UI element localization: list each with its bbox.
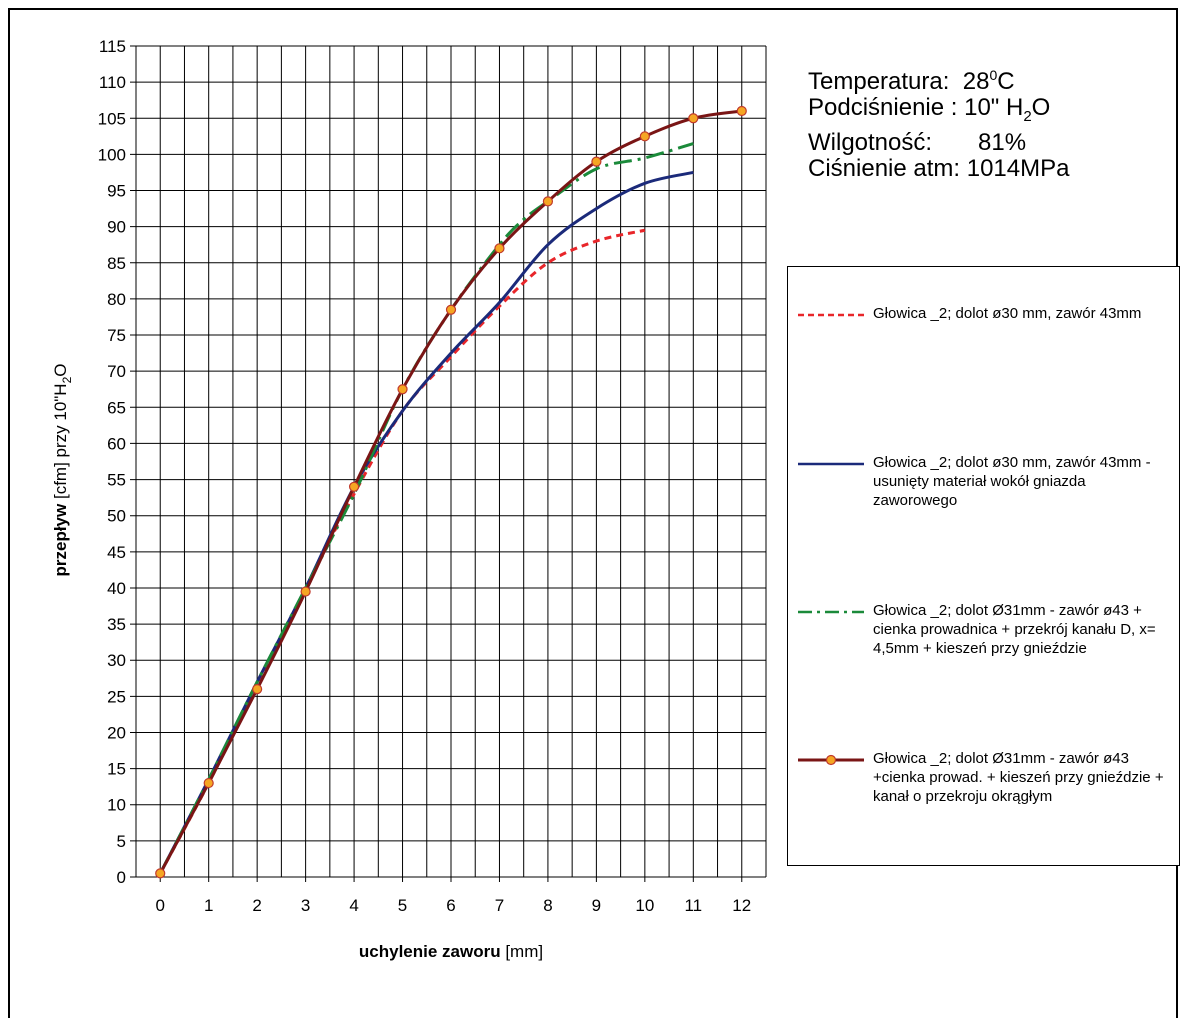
x-tick-label: 9 (592, 896, 601, 915)
vacuum-line: Podciśnienie : 10" H2O (808, 94, 1051, 125)
x-tick-label: 3 (301, 896, 310, 915)
y-tick-label: 50 (107, 507, 126, 526)
legend-swatch-1 (798, 313, 864, 317)
temperature-line: Temperatura: 280C (808, 67, 1015, 95)
y-tick-label: 55 (107, 471, 126, 490)
x-tick-label: 11 (684, 896, 702, 915)
x-tick-label: 10 (635, 896, 654, 915)
legend-swatch-3 (798, 610, 864, 614)
y-tick-label: 40 (107, 579, 126, 598)
data-point (591, 156, 602, 167)
data-point (688, 113, 699, 124)
data-point (736, 105, 747, 117)
series-line-4 (158, 109, 742, 875)
legend-label-1: Głowica _2; dolot ø30 mm, zawór 43mm (873, 305, 1142, 322)
y-tick-label: 45 (107, 543, 126, 562)
x-tick-label: 0 (155, 896, 164, 915)
marker-layer (155, 105, 747, 879)
data-point (300, 586, 311, 597)
x-tick-label: 1 (204, 896, 213, 915)
humidity-line: Wilgotność: 81% (808, 128, 1027, 156)
data-point (155, 868, 166, 879)
legend: Głowica _2; dolot ø30 mm, zawór 43mm Gło… (787, 266, 1180, 866)
y-tick-label: 30 (107, 651, 126, 670)
series-layer (158, 109, 742, 875)
data-point (203, 777, 214, 789)
x-tick-label: 12 (732, 896, 751, 915)
legend-swatch-2 (798, 462, 864, 466)
y-axis-label: przepływ [cfm] przy 10"H2O (51, 363, 74, 576)
y-tick-label: 0 (117, 868, 126, 887)
grid-layer (130, 45, 767, 878)
x-tick-label: 4 (349, 896, 358, 915)
y-tick-label: 35 (107, 615, 126, 634)
y-tick-label: 25 (107, 687, 126, 706)
y-tick-label: 100 (98, 145, 126, 164)
y-tick-label: 5 (117, 832, 126, 851)
data-point (348, 481, 360, 492)
legend-label-2: Głowica _2; dolot ø30 mm, zawór 43mm - u… (873, 454, 1151, 509)
legend-label-3: Głowica _2; dolot Ø31mm - zawór ø43 + ci… (873, 602, 1156, 657)
y-tick-label: 70 (107, 362, 126, 381)
y-tick-label: 75 (107, 326, 126, 345)
legend-swatch-4 (798, 754, 864, 766)
data-point (445, 304, 457, 315)
data-point (639, 131, 650, 142)
y-tick-label: 95 (107, 182, 126, 201)
y-tick-label: 110 (99, 73, 126, 92)
y-tick-label: 10 (107, 796, 126, 815)
pressure-line: Ciśnienie atm: 1014MPa (808, 154, 1070, 182)
data-point (397, 384, 408, 395)
y-tick-label: 15 (107, 760, 126, 779)
data-point (252, 684, 263, 695)
y-tick-label: 80 (107, 290, 126, 309)
data-point (542, 196, 554, 207)
y-tick-label: 60 (107, 434, 126, 453)
y-tick-label: 105 (98, 109, 126, 128)
legend-label-4: Głowica _2; dolot Ø31mm - zawór ø43 +cie… (873, 750, 1164, 805)
x-tick-label: 7 (495, 896, 504, 915)
x-axis-label: uchylenie zaworu [mm] (359, 942, 543, 961)
data-point (494, 243, 505, 254)
test-conditions: Temperatura: 280C Podciśnienie : 10" H2O… (808, 62, 1069, 182)
x-tick-label: 6 (446, 896, 455, 915)
y-tick-label: 115 (99, 37, 126, 56)
tick-layer: 0510152025303540455055606570758085909510… (98, 37, 752, 915)
y-tick-label: 65 (107, 398, 126, 417)
x-tick-label: 5 (398, 896, 407, 915)
x-tick-label: 2 (252, 896, 261, 915)
y-tick-label: 20 (107, 723, 126, 742)
y-tick-label: 90 (107, 218, 126, 237)
y-tick-label: 85 (107, 254, 126, 273)
x-tick-label: 8 (543, 896, 552, 915)
